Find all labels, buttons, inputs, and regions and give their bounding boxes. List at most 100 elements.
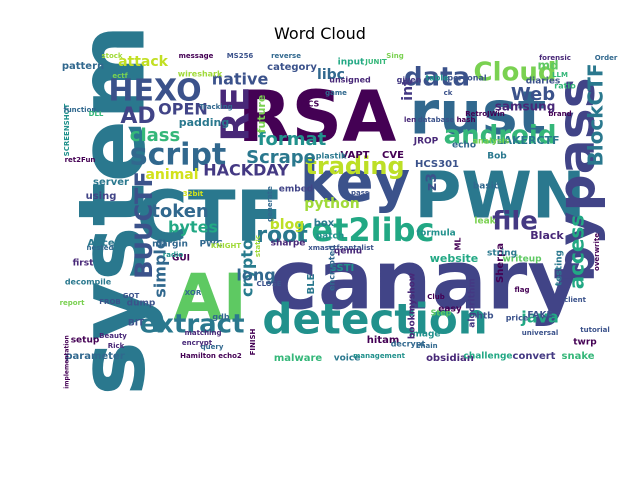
word-class: class xyxy=(130,125,180,146)
word-overwrite: overwrite xyxy=(593,233,601,271)
word-vapt: VAPT xyxy=(341,150,370,161)
word-android: android xyxy=(444,121,557,151)
word-implementation: implementation xyxy=(64,335,71,389)
word-echo2: echo2 xyxy=(218,352,242,360)
word-llm: LLM xyxy=(552,71,568,79)
word-hash: hash xyxy=(457,116,476,124)
word-cve: CVE xyxy=(382,150,404,161)
word-ret2fun: ret2Fun xyxy=(65,156,96,164)
word-xmasctfsantalist: xmasctfsantalist xyxy=(308,244,374,252)
word-input: input xyxy=(338,58,365,68)
word-price: price xyxy=(506,314,529,323)
word-crypto: crypto xyxy=(238,239,257,297)
word-qemu: qemu xyxy=(334,247,362,257)
word-obsidian: obsidian xyxy=(426,353,474,364)
word-ctf: CTF xyxy=(137,176,284,258)
word-rust: rust xyxy=(410,79,547,149)
word-re: RE xyxy=(214,86,258,141)
word-setup: setup xyxy=(71,336,100,346)
word-ratio: ratio xyxy=(554,82,576,91)
word-management: management xyxy=(353,352,406,360)
word-club: Club xyxy=(427,293,445,301)
word-canary: canary xyxy=(269,233,581,328)
word-decrypt: decrypt xyxy=(391,340,426,349)
word-htb: htb xyxy=(476,312,494,322)
word-embed: embed xyxy=(279,185,313,195)
word-alice: Alice xyxy=(87,238,115,249)
word-voice: voice xyxy=(334,354,361,364)
word-md: md xyxy=(537,59,558,73)
word-ret2libc: ret2libc xyxy=(296,211,435,249)
word-ai: AI xyxy=(173,262,246,336)
word-simple: simple xyxy=(151,238,170,298)
word-xor: XOR xyxy=(185,289,202,297)
word-ms256: MS256 xyxy=(227,52,254,60)
word-open: OPEN xyxy=(158,100,208,119)
word-query: query xyxy=(201,343,224,351)
word-given: given xyxy=(397,76,422,85)
word-margin: margin xyxy=(152,240,188,250)
word-blockctf: BlockCTF xyxy=(584,64,608,167)
word-trading: trading xyxy=(305,152,404,180)
word-universal: universal xyxy=(522,329,558,337)
word-echo: echo xyxy=(452,141,476,151)
word-table: table xyxy=(425,74,449,83)
word-32bit: 32bit xyxy=(183,190,204,198)
word-testing: testing xyxy=(555,250,565,286)
word-frob: FROB xyxy=(99,298,120,306)
word-leak: leak xyxy=(474,217,496,227)
word-sing: Sing xyxy=(386,52,403,60)
word-sharpe: sharpe xyxy=(271,239,306,249)
chart-title: Word Cloud xyxy=(274,24,366,43)
word-padding: padding xyxy=(179,116,230,129)
word-hexo: HEXO xyxy=(108,74,201,109)
word-file: file xyxy=(492,207,538,237)
word-ectf: ectf xyxy=(112,72,128,80)
word-ck: ck xyxy=(444,89,453,97)
word-got: GOT xyxy=(123,292,140,300)
word-stock: stock xyxy=(101,52,122,60)
word-brand: brand xyxy=(548,110,571,118)
word-dcs: DCS xyxy=(301,100,320,109)
word-tracking: Tracking xyxy=(199,103,232,111)
word-box: box xyxy=(314,218,335,229)
word-report: report xyxy=(60,299,85,307)
word-bytes: bytes xyxy=(168,218,218,237)
word-wireshark: wireshark xyxy=(178,70,223,79)
word-matching: matching xyxy=(185,329,222,337)
word-int: int xyxy=(400,79,416,101)
word-attack: attack xyxy=(118,54,169,70)
word-formula: formula xyxy=(416,229,455,239)
word-dump: dump xyxy=(127,299,156,309)
word-java: java xyxy=(520,308,559,327)
word-format: format xyxy=(258,129,327,150)
word-analysis: analysis xyxy=(473,137,510,146)
word-database: database xyxy=(418,116,455,124)
word-pass: pass xyxy=(351,189,369,197)
word-z3: z3 xyxy=(424,173,440,191)
word-basic: basic xyxy=(473,182,499,192)
word-native: native xyxy=(212,70,269,89)
word-sherpa: Sherpa xyxy=(495,243,506,283)
word-flag: flag xyxy=(515,286,530,294)
word-category: category xyxy=(267,62,317,73)
word-radio: radio xyxy=(163,251,184,259)
word-dll: DLL xyxy=(89,110,104,118)
word-gui: GUI xyxy=(172,254,190,264)
word-unsigned: unsigned xyxy=(329,76,371,85)
word-cloud: Cloud xyxy=(474,58,557,88)
word-detection: detection xyxy=(262,295,487,344)
word-black: Black xyxy=(530,229,564,242)
word-ad: AD xyxy=(120,104,155,129)
word-knight: KNIGHT xyxy=(211,242,241,250)
word-fake: FAKE xyxy=(527,311,552,321)
word-parameter: parameter xyxy=(65,351,124,362)
word-bob: Bob xyxy=(487,152,507,162)
word-generate: generate xyxy=(266,186,274,222)
word-screenshot: SCREENSHOT xyxy=(63,103,71,156)
word-pattern: pattern xyxy=(62,61,104,72)
word-rick: Rick xyxy=(108,342,125,350)
word-static: static xyxy=(254,235,262,257)
